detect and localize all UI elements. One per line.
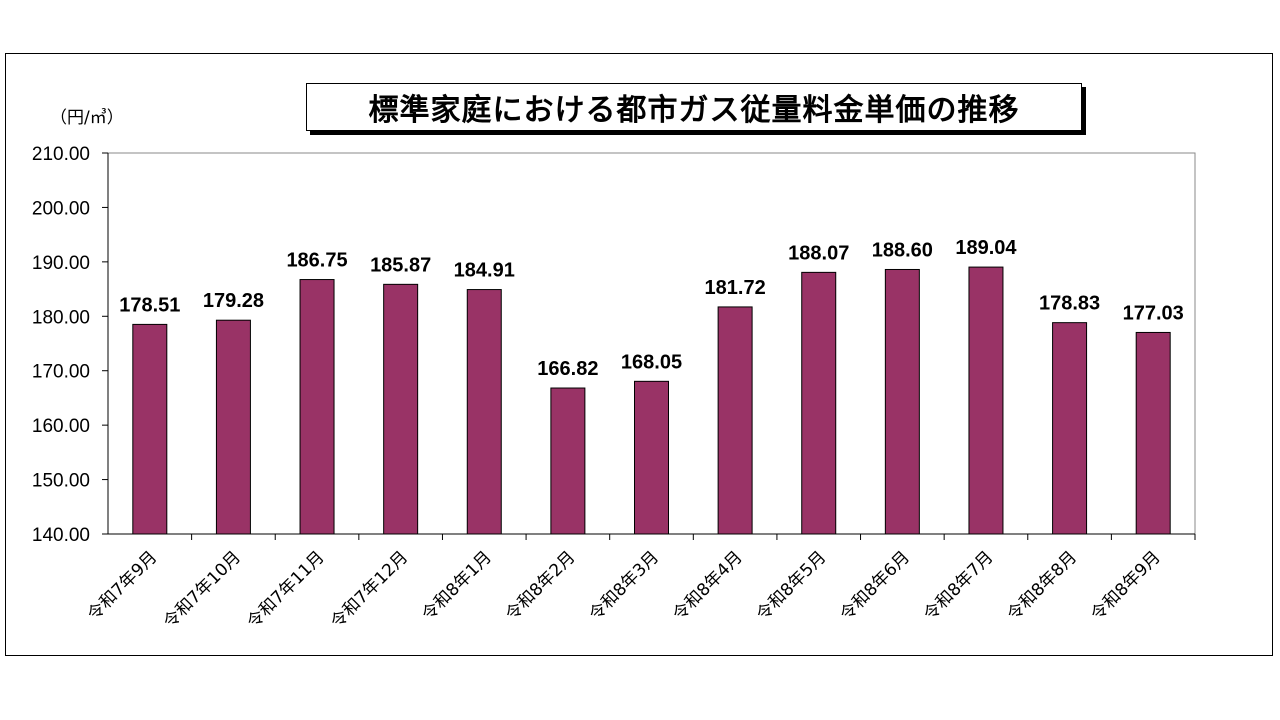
chart-title: 標準家庭における都市ガス従量料金単価の推移	[306, 83, 1082, 131]
y-unit-label: （円/㎥）	[50, 108, 124, 128]
x-tick-label: 令和8年7月	[920, 547, 998, 625]
x-tick-label: 令和8年3月	[586, 547, 664, 625]
value-label: 178.83	[1039, 293, 1100, 315]
bar	[132, 323, 168, 535]
chart-frame	[5, 53, 1273, 656]
x-tick-label: 令和7年12月	[327, 547, 412, 632]
bar	[550, 387, 586, 535]
x-tick-label: 令和7年9月	[84, 547, 162, 625]
bar	[968, 266, 1004, 535]
bar	[884, 268, 920, 535]
bar	[717, 306, 753, 535]
bar	[383, 283, 419, 535]
value-label: 178.51	[119, 294, 180, 316]
y-tick-label: 210.00	[32, 144, 90, 165]
x-tick-label: 令和8年9月	[1087, 547, 1165, 625]
x-tick-label: 令和8年8月	[1004, 547, 1082, 625]
y-tick-label: 200.00	[32, 198, 90, 219]
axes: 140.00 150.00 160.00 170.00 180.00 190.00 200.…	[32, 144, 1196, 546]
value-label: 168.05	[621, 351, 682, 373]
y-tick-label: 180.00	[32, 307, 90, 328]
y-tick-label: 140.00	[32, 525, 90, 546]
x-tick-label: 令和7年11月	[243, 547, 328, 632]
x-tick-label: 令和8年5月	[753, 547, 831, 625]
value-label: 185.87	[370, 254, 431, 276]
x-tick-label: 令和8年4月	[669, 547, 747, 625]
bar	[299, 279, 335, 535]
value-label: 186.75	[286, 250, 347, 272]
value-label: 177.03	[1123, 302, 1184, 324]
y-tick-label: 170.00	[32, 362, 90, 383]
x-tick-label: 令和7年10月	[160, 547, 245, 632]
value-label: 188.60	[872, 239, 933, 261]
x-tick-label: 令和8年2月	[502, 547, 580, 625]
y-tick-label: 160.00	[32, 416, 90, 437]
bar	[215, 319, 251, 535]
x-tick-labels: 令和7年9月令和7年10月令和7年11月令和7年12月 令和8年1月 令和8年2月令…	[84, 547, 1165, 632]
bar	[1052, 322, 1088, 535]
value-label: 189.04	[955, 237, 1017, 259]
bar	[1135, 331, 1171, 535]
x-tick-label: 令和8年1月	[418, 547, 496, 625]
value-label: 166.82	[537, 358, 598, 380]
value-label: 184.91	[454, 260, 515, 282]
y-tick-label: 150.00	[32, 471, 90, 492]
value-labels: 178.51 179.28 186.75 185.87 184.91 166.82 168.…	[119, 237, 1184, 380]
x-tick-label: 令和8年6月	[836, 547, 914, 625]
value-label: 179.28	[203, 290, 264, 312]
bar	[634, 380, 669, 535]
bar	[801, 271, 837, 535]
bar	[466, 289, 502, 535]
value-label: 188.07	[788, 242, 849, 264]
bars	[132, 266, 1171, 535]
y-tick-label: 190.00	[32, 253, 90, 274]
value-label: 181.72	[705, 277, 766, 299]
